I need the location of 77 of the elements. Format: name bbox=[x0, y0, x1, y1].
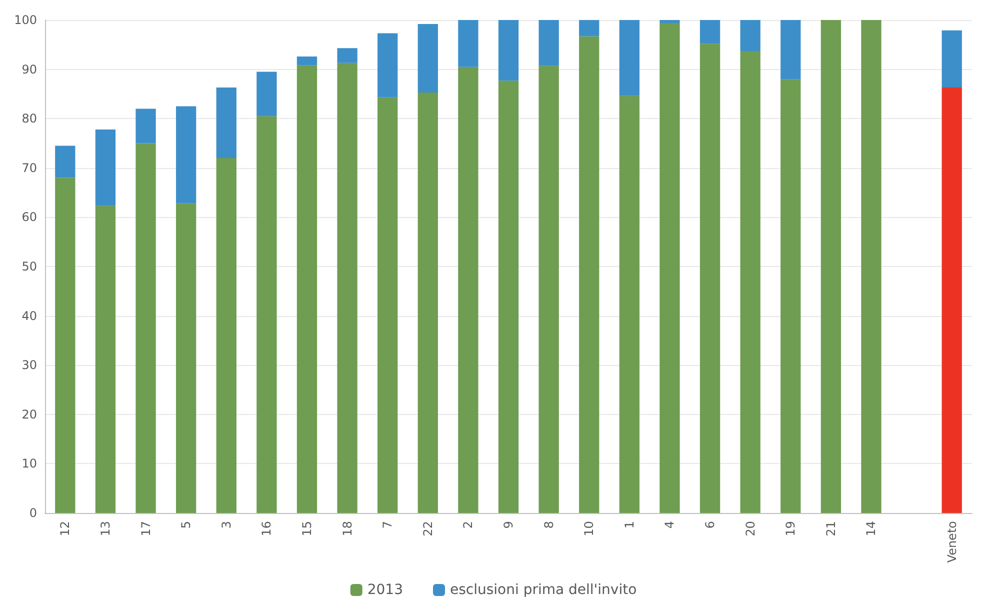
y-tick-label: 60 bbox=[22, 210, 37, 224]
bar bbox=[95, 129, 116, 206]
y-tick-label: 40 bbox=[22, 308, 37, 323]
y-tick-label: 70 bbox=[22, 160, 37, 175]
x-tick-label: Veneto bbox=[944, 521, 959, 563]
x-tick-label: 7 bbox=[380, 521, 395, 529]
bar bbox=[176, 106, 196, 204]
bar bbox=[780, 79, 801, 513]
bar bbox=[216, 158, 236, 513]
bar bbox=[256, 116, 277, 513]
x-tick-label: 3 bbox=[219, 521, 234, 529]
bar bbox=[861, 20, 882, 513]
bar bbox=[216, 88, 236, 158]
bar bbox=[55, 146, 76, 178]
legend-label: esclusioni prima dell'invito bbox=[450, 582, 637, 598]
bar bbox=[337, 48, 358, 63]
bar bbox=[942, 30, 962, 88]
bar bbox=[579, 36, 600, 513]
legend-label: 2013 bbox=[367, 582, 403, 598]
x-tick-label: 17 bbox=[138, 521, 153, 536]
bar bbox=[458, 20, 478, 67]
bar bbox=[337, 62, 358, 513]
bar bbox=[780, 20, 801, 80]
bar bbox=[740, 20, 760, 52]
x-tick-label: 9 bbox=[502, 521, 516, 529]
x-tick-label: 2 bbox=[461, 521, 476, 529]
x-tick-label: 6 bbox=[703, 521, 718, 529]
x-tick-label: 15 bbox=[300, 521, 314, 536]
y-tick-label: 100 bbox=[14, 13, 37, 27]
y-tick-label: 30 bbox=[22, 358, 37, 372]
bar bbox=[538, 66, 559, 513]
bar bbox=[700, 20, 720, 44]
bar bbox=[498, 20, 519, 81]
x-tick-label: 1 bbox=[622, 521, 636, 529]
bar bbox=[176, 203, 196, 513]
x-tick-label: 21 bbox=[824, 521, 838, 536]
bar bbox=[296, 56, 318, 66]
y-tick-label: 50 bbox=[22, 260, 37, 274]
bar bbox=[619, 96, 640, 513]
y-tick-label: 20 bbox=[22, 407, 37, 422]
bar bbox=[498, 80, 519, 513]
x-tick-label: 10 bbox=[582, 521, 596, 536]
bar bbox=[256, 72, 277, 116]
x-tick-label: 12 bbox=[58, 521, 72, 536]
bar bbox=[660, 20, 680, 23]
x-tick-label: 13 bbox=[98, 521, 112, 536]
bar bbox=[820, 20, 842, 513]
x-tick-label: 16 bbox=[260, 521, 274, 536]
bar bbox=[95, 206, 116, 513]
y-tick-label: 0 bbox=[29, 506, 37, 520]
y-tick-label: 10 bbox=[22, 456, 37, 471]
bar bbox=[619, 20, 640, 96]
bar bbox=[942, 88, 962, 513]
y-tick-label: 80 bbox=[22, 112, 37, 126]
bar bbox=[700, 44, 720, 513]
bar bbox=[579, 20, 600, 36]
bar bbox=[458, 66, 478, 513]
x-tick-label: 22 bbox=[420, 521, 435, 536]
bar bbox=[418, 92, 438, 513]
bar bbox=[136, 108, 156, 144]
bar bbox=[55, 178, 76, 513]
x-tick-label: 20 bbox=[743, 521, 758, 536]
x-tick-label: 8 bbox=[542, 521, 556, 529]
x-tick-label: 19 bbox=[784, 521, 798, 536]
bar bbox=[378, 33, 398, 98]
bar bbox=[378, 97, 398, 513]
x-tick-label: 5 bbox=[179, 521, 194, 529]
x-tick-label: 4 bbox=[662, 521, 677, 529]
bar bbox=[538, 20, 559, 66]
bar bbox=[740, 51, 760, 513]
bar bbox=[660, 22, 680, 513]
x-tick-label: 18 bbox=[340, 521, 354, 536]
bar bbox=[418, 24, 438, 92]
y-tick-label: 90 bbox=[22, 62, 37, 76]
x-tick-label: 14 bbox=[864, 521, 878, 536]
bar bbox=[296, 65, 318, 513]
bar bbox=[136, 143, 156, 513]
